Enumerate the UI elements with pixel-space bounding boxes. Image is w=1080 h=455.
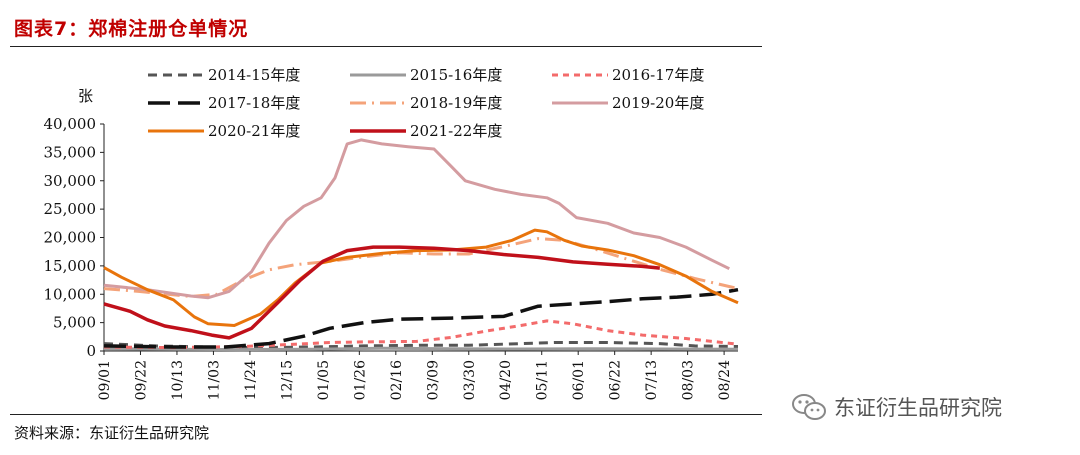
chart-series-group [103, 138, 739, 352]
y-tick-label: 35,000 [44, 143, 97, 161]
series-line [103, 228, 739, 327]
series-line [103, 319, 739, 350]
x-tick-label: 08/24 [717, 360, 733, 400]
x-tick-label: 06/01 [571, 360, 587, 400]
source-rule [10, 414, 762, 415]
legend-label: 2014-15年度 [208, 66, 300, 84]
wechat-icon [792, 394, 826, 420]
series-line [103, 287, 739, 349]
y-tick-label: 25,000 [44, 200, 97, 218]
x-tick-label: 12/15 [279, 360, 295, 400]
source-note: 资料来源：东证衍生品研究院 [14, 424, 210, 442]
x-tick-label: 11/03 [206, 360, 222, 400]
watermark-text: 东证衍生品研究院 [834, 396, 1002, 420]
y-axis-unit-label: 张 [78, 87, 93, 105]
y-tick-label: 15,000 [44, 257, 97, 275]
x-tick-label: 09/22 [133, 360, 149, 400]
legend-label: 2020-21年度 [208, 122, 300, 140]
y-tick-label: 30,000 [44, 172, 97, 190]
y-tick-label: 0 [86, 342, 96, 360]
x-tick-label: 03/30 [462, 360, 478, 400]
legend-label: 2018-19年度 [410, 94, 502, 112]
x-tick-label: 05/11 [535, 360, 551, 400]
x-tick-label: 11/24 [243, 360, 259, 400]
y-tick-label: 40,000 [44, 115, 97, 133]
x-tick-label: 06/22 [608, 360, 624, 400]
chart-legend: 2014-15年度 2015-16年度 2016-17年度 2017-18年度 2018… [148, 66, 704, 140]
x-tick-label: 10/13 [170, 360, 186, 400]
legend-label: 2021-22年度 [410, 122, 502, 140]
series-line [103, 346, 739, 352]
figure-title: 图表7：郑棉注册仓单情况 [14, 18, 249, 40]
y-tick-label: 5,000 [53, 314, 96, 332]
x-tick-label: 02/16 [389, 360, 405, 400]
x-tick-label: 07/13 [644, 360, 660, 400]
x-tick-label: 03/09 [425, 360, 441, 400]
chart-axes: 张 0 5,000 10,000 15,000 20,000 25,000 30,000 35,… [44, 87, 738, 400]
x-tick-label: 04/20 [498, 360, 514, 400]
legend-label: 2017-18年度 [208, 94, 300, 112]
series-line [103, 245, 660, 340]
x-tick-label: 01/05 [316, 360, 332, 400]
legend-label: 2015-16年度 [410, 66, 502, 84]
legend-label: 2016-17年度 [612, 66, 704, 84]
y-tick-label: 20,000 [44, 229, 97, 247]
y-tick-label: 10,000 [44, 285, 97, 303]
series-line [103, 138, 730, 300]
title-rule [10, 46, 762, 47]
watermark: 东证衍生品研究院 [790, 392, 1002, 422]
legend-label: 2019-20年度 [612, 94, 704, 112]
x-tick-label: 08/03 [681, 360, 697, 400]
x-tick-label: 01/26 [352, 360, 368, 400]
x-tick-label: 09/01 [97, 360, 113, 400]
